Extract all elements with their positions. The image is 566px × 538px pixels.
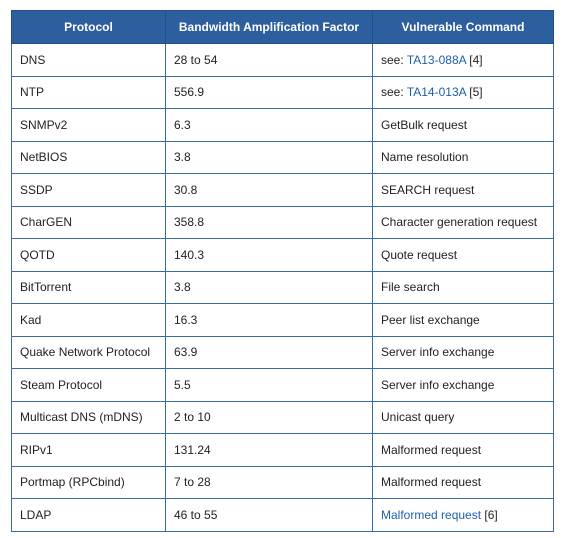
table-row: NTP 556.9 see: TA14-013A [5] [11,75,554,109]
vulnerable-command-cell: Quote request [372,238,554,272]
amplification-factor-cell: 3.8 [165,270,373,304]
table-body: DNS 28 to 54 see: TA13-088A [4] NTP 556.9 see… [11,43,554,532]
vulnerable-command-cell: Character generation request [372,205,554,239]
amplification-factor-cell: 556.9 [165,75,373,109]
amplification-factor-cell: 3.8 [165,140,373,174]
protocol-cell: RIPv1 [11,433,166,467]
advisory-link[interactable]: TA14-013A [406,85,466,100]
protocol-cell: NTP [11,75,166,109]
table-row: Portmap (RPCbind) 7 to 28 Malformed reques… [11,465,554,499]
table-row: NetBIOS 3.8 Name resolution [11,140,554,174]
protocol-cell: BitTorrent [11,270,166,304]
vulnerable-command-cell: see: TA14-013A [5] [372,75,554,109]
command-text: GetBulk request [381,117,468,132]
protocol-cell: SNMPv2 [11,108,166,142]
reference-note: [5] [465,85,483,100]
command-text: Malformed request [381,442,482,457]
command-text: Malformed request [381,475,482,490]
protocol-cell: Multicast DNS (mDNS) [11,400,166,434]
table-row: DNS 28 to 54 see: TA13-088A [4] [11,43,554,77]
protocol-cell: LDAP [11,498,166,532]
amplification-factor-cell: 358.8 [165,205,373,239]
amplification-factor-cell: 5.5 [165,368,373,402]
protocol-cell: Steam Protocol [11,368,166,402]
command-text: SEARCH request [381,182,475,197]
protocol-cell: CharGEN [11,205,166,239]
vulnerable-command-cell: Name resolution [372,140,554,174]
amplification-factor-cell: 30.8 [165,173,373,207]
vulnerable-command-cell: Peer list exchange [372,303,554,337]
amplification-factor-cell: 16.3 [165,303,373,337]
protocol-cell: Quake Network Protocol [11,335,166,369]
command-text: Unicast query [381,410,455,425]
amplification-factor-cell: 63.9 [165,335,373,369]
amplification-factor-cell: 46 to 55 [165,498,373,532]
vulnerable-command-cell: Malformed request [372,433,554,467]
vulnerable-command-cell: File search [372,270,554,304]
table-row: Quake Network Protocol 63.9 Server info ex… [11,335,554,369]
table-row: QOTD 140.3 Quote request [11,238,554,272]
command-text: File search [381,280,440,295]
vulnerable-command-cell: GetBulk request [372,108,554,142]
column-header-protocol: Protocol [11,10,166,44]
amplification-table: Protocol Bandwidth Amplification Factor … [11,10,554,532]
reference-note: [4] [465,52,483,67]
table-row: LDAP 46 to 55 Malformed request [6] [11,498,554,532]
amplification-factor-cell: 7 to 28 [165,465,373,499]
vulnerable-command-cell: Malformed request [372,465,554,499]
amplification-factor-cell: 131.24 [165,433,373,467]
protocol-cell: QOTD [11,238,166,272]
amplification-factor-cell: 140.3 [165,238,373,272]
table-row: CharGEN 358.8 Character generation request [11,205,554,239]
vulnerable-command-cell: Unicast query [372,400,554,434]
vulnerable-command-cell: Server info exchange [372,368,554,402]
command-text: see: [381,52,407,67]
vulnerable-command-cell: SEARCH request [372,173,554,207]
protocol-cell: Portmap (RPCbind) [11,465,166,499]
protocol-cell: DNS [11,43,166,77]
command-text: Server info exchange [381,345,495,360]
command-text: see: [381,85,407,100]
reference-note: [6] [481,507,498,522]
table-row: BitTorrent 3.8 File search [11,270,554,304]
vulnerable-command-cell: see: TA13-088A [4] [372,43,554,77]
command-text: Server info exchange [381,377,495,392]
protocol-cell: NetBIOS [11,140,166,174]
table-row: RIPv1 131.24 Malformed request [11,433,554,467]
command-text: Quote request [381,247,458,262]
table-row: SNMPv2 6.3 GetBulk request [11,108,554,142]
advisory-link[interactable]: TA13-088A [406,52,466,67]
column-header-vulnerable-command: Vulnerable Command [372,10,554,44]
table-header: Protocol Bandwidth Amplification Factor … [11,10,554,44]
amplification-factor-cell: 28 to 54 [165,43,373,77]
protocol-cell: SSDP [11,173,166,207]
table-header-row: Protocol Bandwidth Amplification Factor … [11,10,554,44]
amplification-factor-cell: 6.3 [165,108,373,142]
table-row: SSDP 30.8 SEARCH request [11,173,554,207]
amplification-table-container: Protocol Bandwidth Amplification Factor … [11,10,554,532]
vulnerable-command-cell: Server info exchange [372,335,554,369]
protocol-cell: Kad [11,303,166,337]
column-header-bandwidth-factor: Bandwidth Amplification Factor [165,10,373,44]
command-text: Peer list exchange [381,312,480,327]
table-row: Kad 16.3 Peer list exchange [11,303,554,337]
vulnerable-command-cell: Malformed request [6] [372,498,554,532]
table-row: Multicast DNS (mDNS) 2 to 10 Unicast query [11,400,554,434]
command-text: Name resolution [381,150,469,165]
advisory-link[interactable]: Malformed request [381,507,482,522]
table-row: Steam Protocol 5.5 Server info exchange [11,368,554,402]
amplification-factor-cell: 2 to 10 [165,400,373,434]
command-text: Character generation request [381,215,538,230]
